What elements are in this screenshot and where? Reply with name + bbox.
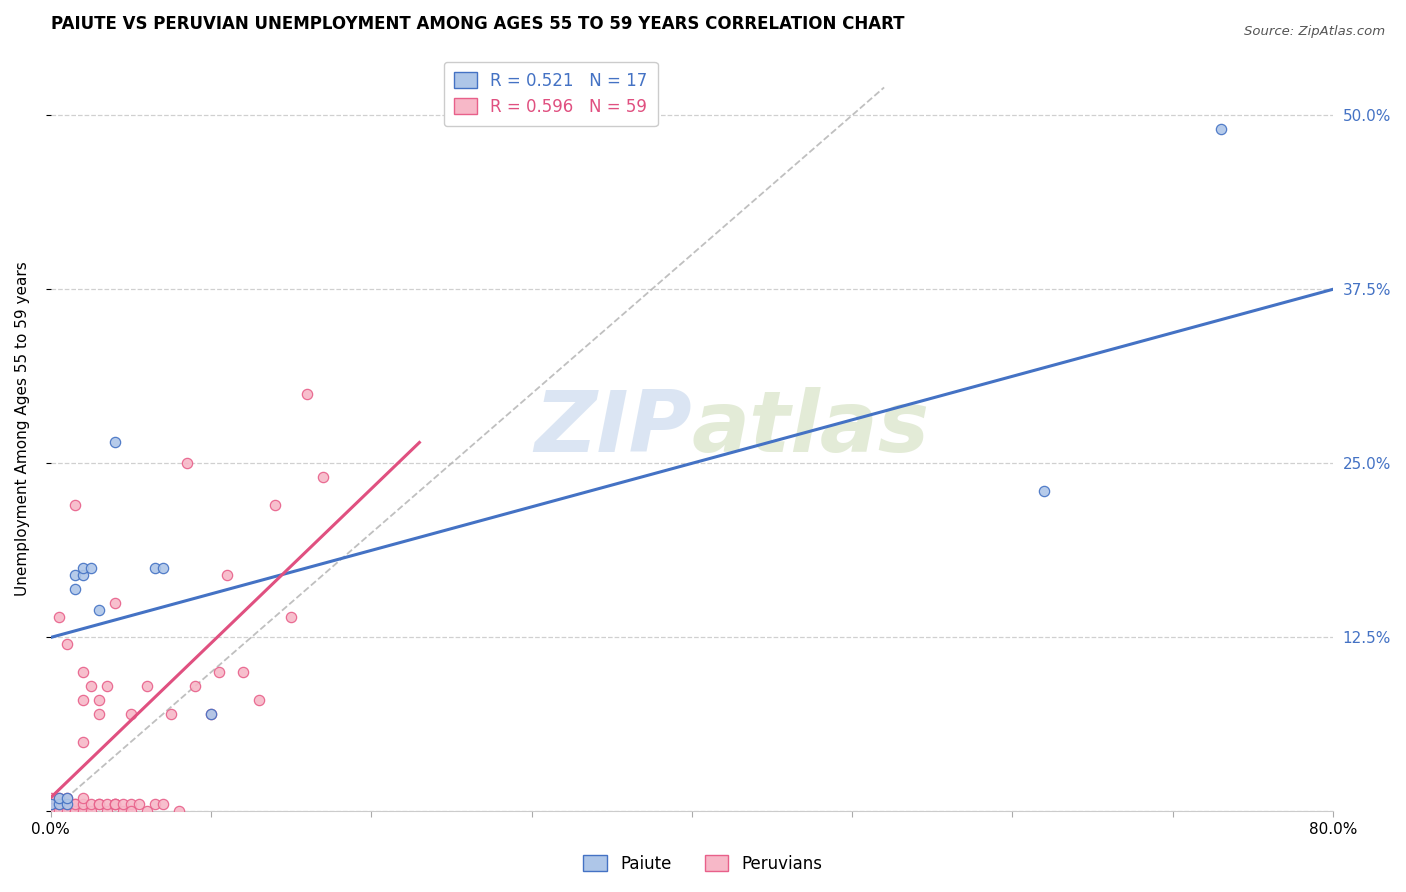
Point (56, 797, 79, 812)
Point (160, 706, 183, 721)
Point (96, 679, 118, 693)
Point (247, 693, 270, 707)
Point (104, 797, 127, 812)
Point (104, 435, 127, 450)
Point (128, 797, 150, 812)
Point (72, 561, 94, 575)
Point (136, 805, 159, 819)
Point (72, 790, 94, 805)
Point (39, 805, 62, 819)
Point (56, 805, 79, 819)
Point (48, 790, 70, 805)
Point (80, 561, 103, 575)
Point (72, 735, 94, 749)
Point (56, 790, 79, 805)
Point (72, 693, 94, 707)
Text: ZIP: ZIP (534, 387, 692, 470)
Point (80, 797, 103, 812)
Point (184, 679, 207, 693)
Point (87, 797, 110, 812)
Point (80, 805, 103, 819)
Text: PAIUTE VS PERUVIAN UNEMPLOYMENT AMONG AGES 55 TO 59 YEARS CORRELATION CHART: PAIUTE VS PERUVIAN UNEMPLOYMENT AMONG AG… (51, 15, 904, 33)
Point (63, 797, 86, 812)
Point (63, 797, 86, 812)
Point (48, 805, 70, 819)
Point (56, 797, 79, 812)
Point (39, 797, 62, 812)
Point (1033, 484, 1056, 499)
Point (63, 805, 86, 819)
Point (152, 561, 174, 575)
Point (72, 797, 94, 812)
Y-axis label: Unemployment Among Ages 55 to 59 years: Unemployment Among Ages 55 to 59 years (15, 261, 30, 596)
Point (63, 805, 86, 819)
Legend: Paiute, Peruvians: Paiute, Peruvians (576, 848, 830, 880)
Point (104, 596, 127, 610)
Point (143, 797, 166, 812)
Point (264, 498, 287, 512)
Legend: R = 0.521   N = 17, R = 0.596   N = 59: R = 0.521 N = 17, R = 0.596 N = 59 (444, 62, 658, 126)
Point (297, 386, 319, 401)
Point (208, 665, 231, 680)
Point (39, 790, 62, 805)
Point (120, 706, 142, 721)
Point (39, 797, 62, 812)
Point (87, 602, 110, 616)
Point (176, 456, 198, 470)
Point (120, 805, 142, 819)
Point (232, 665, 254, 680)
Point (72, 665, 94, 680)
Point (48, 609, 70, 624)
Point (152, 797, 174, 812)
Point (104, 797, 127, 812)
Point (111, 797, 134, 812)
Point (48, 797, 70, 812)
Point (200, 706, 222, 721)
Point (1209, 122, 1232, 136)
Point (312, 470, 335, 484)
Point (56, 790, 79, 805)
Point (63, 582, 86, 596)
Point (104, 797, 127, 812)
Point (96, 797, 118, 812)
Point (48, 797, 70, 812)
Point (48, 790, 70, 805)
Point (167, 805, 190, 819)
Point (72, 805, 94, 819)
Point (63, 498, 86, 512)
Point (200, 706, 222, 721)
Point (111, 805, 134, 819)
Text: Source: ZipAtlas.com: Source: ZipAtlas.com (1244, 25, 1385, 38)
Point (136, 679, 159, 693)
Point (56, 637, 79, 651)
Point (96, 805, 118, 819)
Point (143, 561, 166, 575)
Point (217, 567, 239, 582)
Point (80, 679, 103, 693)
Point (87, 797, 110, 812)
Point (87, 706, 110, 721)
Point (63, 567, 86, 582)
Point (280, 609, 302, 624)
Text: atlas: atlas (692, 387, 929, 470)
Point (72, 567, 94, 582)
Point (87, 693, 110, 707)
Point (120, 797, 142, 812)
